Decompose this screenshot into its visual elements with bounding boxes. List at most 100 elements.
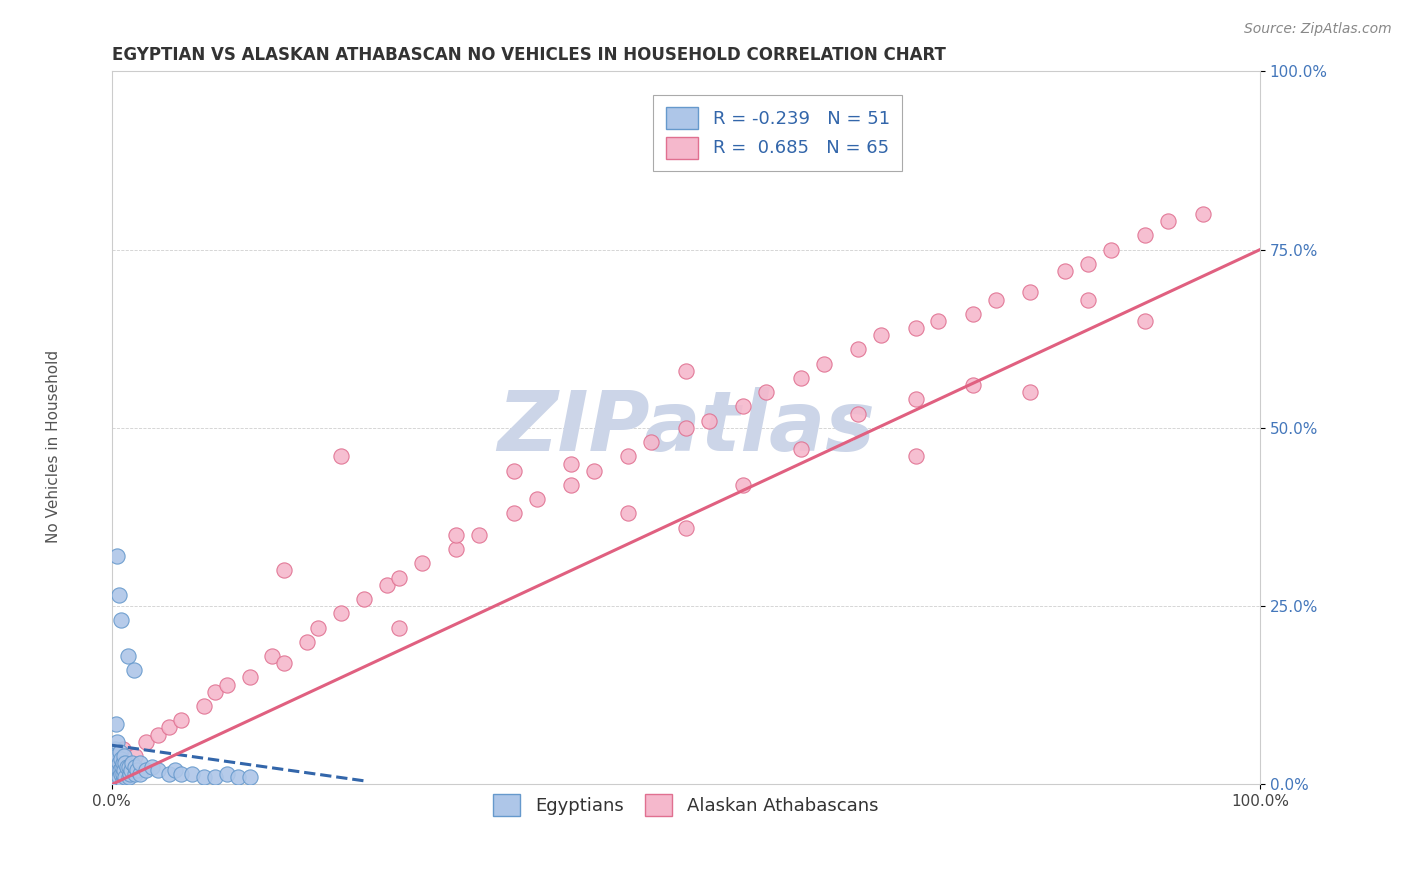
Point (846, 343, 869, 357)
Point (1077, 293, 1099, 307)
Point (105, 716, 128, 731)
Point (1019, 385, 1042, 400)
Point (135, 763, 157, 777)
Point (617, 507, 640, 521)
Point (904, 450, 927, 464)
Point (125, 763, 148, 777)
Point (129, 766, 152, 780)
Point (108, 763, 131, 777)
Point (789, 442, 811, 457)
Point (204, 684, 226, 698)
Point (114, 770, 136, 784)
Point (104, 741, 127, 756)
Point (112, 766, 135, 780)
Text: No Vehicles in Household: No Vehicles in Household (46, 350, 60, 542)
Point (262, 649, 284, 664)
Point (193, 698, 215, 713)
Point (107, 549, 129, 564)
Point (1019, 285, 1042, 300)
Point (107, 773, 129, 788)
Point (107, 759, 129, 773)
Point (755, 385, 778, 400)
Point (1157, 214, 1180, 228)
Point (110, 766, 132, 780)
Point (163, 763, 186, 777)
Point (846, 407, 869, 421)
Point (444, 542, 467, 557)
Point (122, 663, 145, 677)
Point (157, 720, 180, 734)
Point (104, 763, 127, 777)
Point (273, 657, 295, 671)
Point (169, 713, 191, 727)
Point (617, 450, 640, 464)
Point (146, 727, 169, 741)
Point (502, 464, 524, 478)
Point (157, 766, 180, 780)
Point (135, 734, 157, 748)
Point (904, 392, 927, 407)
Point (124, 766, 146, 780)
Point (124, 759, 146, 773)
Point (1191, 207, 1213, 221)
Point (169, 766, 191, 780)
Point (307, 621, 329, 635)
Point (107, 756, 129, 770)
Point (353, 592, 375, 607)
Point (582, 464, 605, 478)
Point (962, 378, 984, 392)
Point (388, 621, 411, 635)
Point (675, 421, 697, 435)
Point (733, 400, 755, 414)
Point (107, 734, 129, 748)
Point (904, 321, 927, 335)
Point (1077, 257, 1099, 271)
Point (226, 770, 249, 784)
Point (697, 414, 720, 428)
Point (1099, 243, 1122, 257)
Text: EGYPTIAN VS ALASKAN ATHABASCAN NO VEHICLES IN HOUSEHOLD CORRELATION CHART: EGYPTIAN VS ALASKAN ATHABASCAN NO VEHICL… (111, 46, 946, 64)
Point (121, 756, 143, 770)
Point (111, 759, 134, 773)
Point (1053, 264, 1076, 278)
Point (675, 364, 697, 378)
Point (110, 614, 132, 628)
Point (124, 748, 146, 763)
Point (789, 371, 811, 385)
Point (984, 293, 1007, 307)
Point (215, 677, 238, 691)
Point (120, 763, 142, 777)
Point (1133, 228, 1156, 243)
Point (411, 557, 433, 571)
Point (107, 589, 129, 603)
Point (330, 607, 353, 621)
Point (238, 770, 260, 784)
Point (330, 450, 353, 464)
Point (146, 763, 169, 777)
Point (108, 745, 131, 759)
Point (110, 752, 132, 766)
Point (273, 564, 295, 578)
Point (526, 492, 548, 507)
Point (105, 748, 128, 763)
Point (114, 756, 136, 770)
Point (112, 763, 135, 777)
Point (675, 521, 697, 535)
Point (502, 507, 524, 521)
Point (813, 357, 835, 371)
Point (215, 766, 238, 780)
Point (105, 766, 128, 780)
Point (1133, 314, 1156, 328)
Text: Source: ZipAtlas.com: Source: ZipAtlas.com (1244, 22, 1392, 37)
Point (870, 328, 893, 343)
Point (204, 770, 226, 784)
Point (962, 307, 984, 321)
Point (733, 478, 755, 492)
Point (118, 770, 141, 784)
Text: ZIPatlas: ZIPatlas (496, 387, 875, 468)
Point (193, 770, 215, 784)
Point (560, 457, 582, 471)
Legend: Egyptians, Alaskan Athabascans: Egyptians, Alaskan Athabascans (484, 785, 887, 825)
Point (118, 759, 141, 773)
Point (112, 748, 135, 763)
